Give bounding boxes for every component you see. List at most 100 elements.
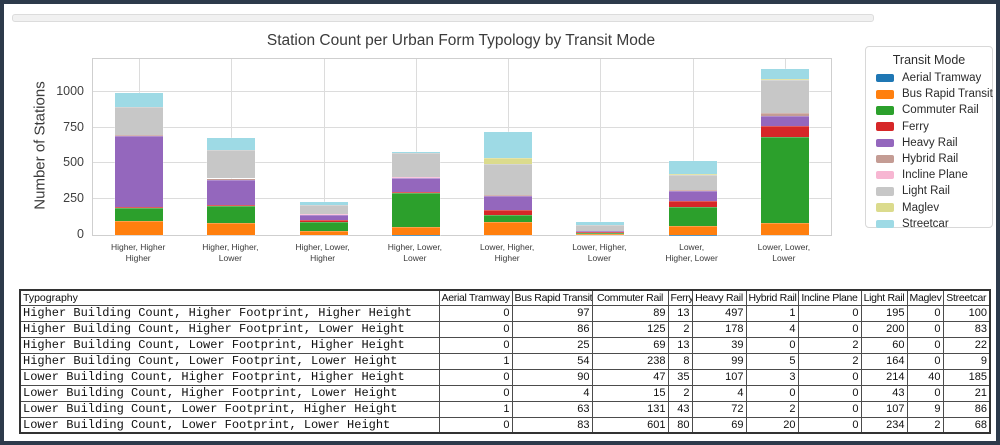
value-cell: 60	[860, 336, 908, 354]
bar-segment-heavy-rail	[391, 177, 440, 192]
bar-segment-ferry	[484, 210, 533, 216]
bar-segment-ferry	[115, 206, 164, 209]
column-header: Hybrid Rail	[745, 289, 799, 306]
legend-label: Maglev	[902, 201, 940, 214]
legend-swatch-icon	[876, 203, 894, 212]
legend-swatch-icon	[876, 106, 894, 115]
table-row: Higher Building Count, Higher Footprint,…	[19, 304, 991, 322]
legend-label: Light Rail	[902, 185, 950, 198]
value-cell: 86	[511, 320, 593, 338]
typology-label-cell: Higher Building Count, Higher Footprint,…	[19, 320, 440, 338]
value-cell: 2	[797, 352, 862, 370]
table-row: Lower Building Count, Higher Footprint, …	[19, 368, 991, 386]
legend-item: Incline Plane	[876, 167, 988, 183]
typology-label-cell: Lower Building Count, Lower Footprint, H…	[19, 400, 440, 418]
gridline-horizontal	[93, 90, 831, 92]
table-row: Lower Building Count, Higher Footprint, …	[19, 384, 991, 402]
typology-label-cell: Higher Building Count, Lower Footprint, …	[19, 336, 440, 354]
bar-segment-bus-rapid-transit	[668, 225, 717, 235]
value-cell: 107	[691, 368, 747, 386]
value-cell: 0	[438, 416, 513, 434]
value-cell: 43	[860, 384, 908, 402]
value-cell: 4	[511, 384, 593, 402]
y-tick-label: 250	[63, 191, 84, 206]
bar-segment-streetcar	[207, 138, 256, 150]
gridline-horizontal	[93, 198, 831, 200]
value-cell: 40	[906, 368, 944, 386]
bar-segment-hybrid-rail	[391, 177, 440, 178]
legend-label: Aerial Tramway	[902, 72, 982, 85]
bar-segment-commuter-rail	[207, 204, 256, 223]
bar-segment-heavy-rail	[207, 179, 256, 205]
column-header: Bus Rapid Transit	[511, 289, 593, 306]
value-cell: 0	[438, 304, 513, 322]
legend-item: Commuter Rail	[876, 102, 988, 118]
value-cell: 13	[667, 336, 693, 354]
legend-swatch-icon	[876, 73, 894, 83]
bar-segment-streetcar	[484, 131, 533, 159]
bar-segment-streetcar	[760, 69, 809, 80]
value-cell: 72	[691, 400, 747, 418]
value-cell: 2	[745, 400, 799, 418]
table-header-row: Typography Aerial Tramway Bus Rapid Transi…	[19, 289, 991, 306]
column-header: Streetcar	[942, 289, 991, 306]
x-tick-label: Lower, Higher, Higher	[479, 242, 535, 263]
value-cell: 0	[438, 368, 513, 386]
value-cell: 200	[860, 320, 908, 338]
bar-segment-heavy-rail	[299, 214, 348, 220]
legend-label: Heavy Rail	[902, 136, 958, 149]
value-cell: 15	[591, 384, 669, 402]
x-tick-label: Higher, Higher, Lower	[202, 242, 259, 263]
value-cell: 63	[511, 400, 593, 418]
plot-area	[92, 58, 832, 236]
typology-label-cell: Lower Building Count, Lower Footprint, L…	[19, 416, 440, 434]
legend-label: Hybrid Rail	[902, 153, 959, 166]
value-cell: 0	[797, 416, 862, 434]
bar-segment-bus-rapid-transit	[207, 222, 256, 235]
bar-segment-streetcar	[115, 93, 164, 108]
legend-swatch-icon	[876, 154, 894, 164]
value-cell: 238	[591, 352, 669, 370]
bar-segment-light-rail	[760, 79, 809, 113]
value-cell: 35	[667, 368, 693, 386]
gridline-vertical	[692, 59, 694, 235]
column-header: Ferry	[667, 289, 693, 306]
bar-segment-hybrid-rail	[207, 178, 256, 180]
value-cell: 185	[942, 368, 991, 386]
bar-segment-light-rail	[668, 175, 717, 191]
value-cell: 0	[906, 336, 944, 354]
value-cell: 0	[906, 304, 944, 322]
value-cell: 39	[691, 336, 747, 354]
value-cell: 1	[438, 400, 513, 418]
value-cell: 0	[906, 384, 944, 402]
value-cell: 22	[942, 336, 991, 354]
table-row: Higher Building Count, Lower Footprint, …	[19, 336, 991, 354]
y-tick-label: 750	[63, 119, 84, 134]
value-cell: 0	[745, 336, 799, 354]
horizontal-scrollbar[interactable]	[12, 14, 874, 22]
bar-segment-bus-rapid-transit	[115, 221, 164, 235]
typology-label-cell: Higher Building Count, Higher Footprint,…	[19, 304, 440, 322]
column-header: Typography	[19, 289, 440, 306]
column-header: Aerial Tramway	[438, 289, 513, 306]
value-cell: 4	[691, 384, 747, 402]
legend-item: Heavy Rail	[876, 135, 988, 151]
column-header: Heavy Rail	[691, 289, 747, 306]
bar-segment-bus-rapid-transit	[484, 222, 533, 235]
value-cell: 80	[667, 416, 693, 434]
x-tick-label: Lower, Higher, Lower	[572, 242, 627, 263]
legend-swatch-icon	[876, 170, 894, 180]
bar-segment-commuter-rail	[760, 137, 809, 224]
bar-segment-hybrid-rail	[760, 112, 809, 116]
legend-item: Aerial Tramway	[876, 70, 988, 86]
value-cell: 0	[797, 304, 862, 322]
x-tick-label: Lower, Higher, Lower	[665, 242, 718, 263]
y-tick-label: 1000	[56, 83, 84, 98]
value-cell: 1	[745, 304, 799, 322]
bar-segment-bus-rapid-transit	[576, 234, 625, 235]
bar-segment-light-rail	[207, 149, 256, 179]
bar-segment-light-rail	[115, 107, 164, 136]
bar-segment-ferry	[760, 125, 809, 138]
value-cell: 8	[667, 352, 693, 370]
value-cell: 69	[591, 336, 669, 354]
